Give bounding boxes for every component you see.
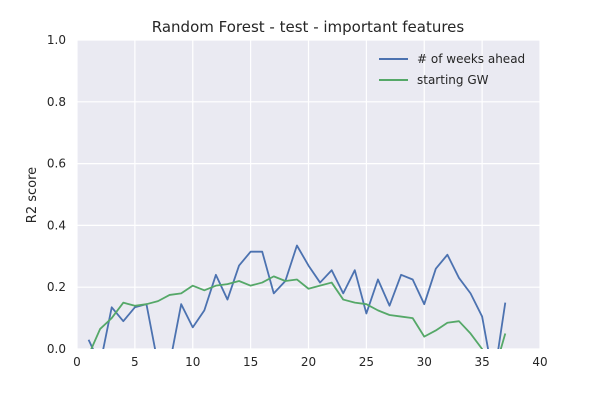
x-tick-label: 40: [532, 355, 547, 369]
y-tick-label: 0.0: [47, 342, 66, 356]
y-tick-label: 1.0: [47, 33, 66, 47]
x-tick-label: 5: [131, 355, 139, 369]
y-tick-label: 0.2: [47, 280, 66, 294]
series-line-weeks-ahead: [87, 244, 507, 349]
x-tick-label: 10: [185, 355, 200, 369]
legend-entry: # of weeks ahead: [417, 52, 525, 66]
x-tick-label: 25: [359, 355, 374, 369]
y-axis-label: R2 score: [25, 167, 40, 223]
grid-lines: [76, 39, 541, 350]
y-tick-label: 0.4: [47, 218, 66, 232]
x-tick-label: 35: [474, 355, 489, 369]
series-layer: [87, 244, 507, 349]
y-tick-label: 0.8: [47, 95, 66, 109]
x-tick-label: 0: [73, 355, 81, 369]
x-tick-label: 30: [417, 355, 432, 369]
legend-entry: starting GW: [417, 73, 489, 87]
x-tick-label: 20: [301, 355, 316, 369]
y-tick-label: 0.6: [47, 157, 66, 171]
chart-title: Random Forest - test - important feature…: [152, 18, 465, 36]
x-axis-ticks: 0 5 10 15 20 25 30 35 40: [73, 355, 547, 369]
x-tick-label: 15: [243, 355, 258, 369]
series-line-starting-gw: [90, 275, 507, 349]
y-axis-ticks: 0.0 0.2 0.4 0.6 0.8 1.0: [47, 33, 66, 356]
legend: # of weeks ahead starting GW: [379, 52, 525, 87]
